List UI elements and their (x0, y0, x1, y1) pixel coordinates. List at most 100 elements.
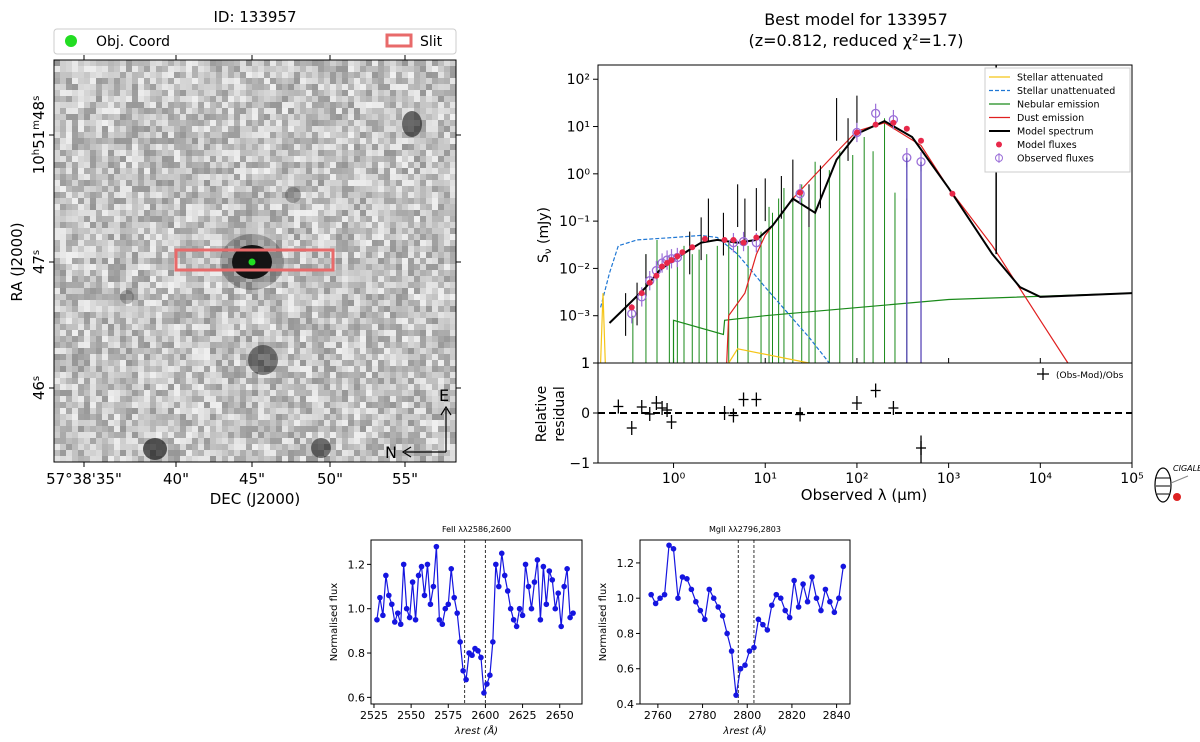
sky-pixel (186, 264, 192, 270)
sky-pixel (156, 276, 162, 282)
sky-pixel (216, 438, 222, 444)
sky-pixel (180, 72, 186, 78)
sky-pixel (420, 324, 426, 330)
sky-pixel (342, 222, 348, 228)
sky-pixel (222, 204, 228, 210)
sky-pixel (198, 258, 204, 264)
sky-pixel (246, 414, 252, 420)
sky-pixel (432, 282, 438, 288)
sky-pixel (426, 282, 432, 288)
tick-superscript: m (31, 120, 42, 130)
sky-pixel (102, 204, 108, 210)
sky-pixel (336, 330, 342, 336)
sky-pixel (216, 204, 222, 210)
sky-pixel (162, 66, 168, 72)
sky-pixel (168, 438, 174, 444)
sky-pixel (120, 294, 126, 300)
sky-pixel (360, 108, 366, 114)
sky-pixel (168, 390, 174, 396)
sky-pixel (396, 150, 402, 156)
sky-pixel (432, 390, 438, 396)
sky-pixel (102, 396, 108, 402)
sky-pixel (144, 324, 150, 330)
sky-pixel (432, 144, 438, 150)
sky-pixel (444, 258, 450, 264)
sky-pixel (228, 270, 234, 276)
sky-pixel (162, 174, 168, 180)
sky-pixel (54, 264, 60, 270)
sky-pixel (294, 228, 300, 234)
sky-pixel (276, 144, 282, 150)
sky-pixel (276, 222, 282, 228)
sky-pixel (186, 438, 192, 444)
sky-pixel (294, 162, 300, 168)
sky-pixel (342, 432, 348, 438)
sky-pixel (312, 60, 318, 66)
sky-pixel (294, 168, 300, 174)
sky-pixel (108, 168, 114, 174)
sky-pixel (336, 384, 342, 390)
sky-pixel (396, 402, 402, 408)
sky-pixel (234, 408, 240, 414)
sky-pixel (366, 300, 372, 306)
sky-pixel (90, 72, 96, 78)
sky-pixel (72, 366, 78, 372)
sky-pixel (420, 252, 426, 258)
sky-pixel (276, 204, 282, 210)
sky-pixel (246, 198, 252, 204)
sky-pixel (210, 360, 216, 366)
sky-pixel (186, 450, 192, 456)
sky-pixel (174, 348, 180, 354)
sky-pixel (204, 228, 210, 234)
sky-pixel (264, 180, 270, 186)
sky-pixel (402, 84, 408, 90)
sky-pixel (318, 294, 324, 300)
sky-pixel (408, 306, 414, 312)
spectrum-point (818, 607, 824, 614)
sky-pixel (432, 438, 438, 444)
sky-pixel (300, 126, 306, 132)
sky-pixel (198, 444, 204, 450)
sky-pixel (324, 456, 330, 462)
sky-pixel (450, 264, 456, 270)
sky-pixel (270, 228, 276, 234)
sky-pixel (114, 318, 120, 324)
sky-pixel (216, 264, 222, 270)
sky-pixel (300, 180, 306, 186)
sky-pixel (450, 234, 456, 240)
sky-pixel (120, 150, 126, 156)
sky-pixel (96, 156, 102, 162)
sky-pixel (420, 84, 426, 90)
sky-pixel (432, 102, 438, 108)
image-y-tick-label: 10h51m48s (30, 96, 48, 175)
sky-pixel (282, 216, 288, 222)
sky-pixel (276, 270, 282, 276)
sky-pixel (240, 204, 246, 210)
sky-pixel (372, 378, 378, 384)
sky-pixel (354, 426, 360, 432)
sky-pixel (318, 306, 324, 312)
sky-pixel (372, 60, 378, 66)
sky-pixel (444, 366, 450, 372)
sky-pixel (96, 432, 102, 438)
sky-pixel (294, 312, 300, 318)
tick-superscript: h (31, 149, 42, 155)
sky-pixel (72, 240, 78, 246)
sky-pixel (90, 348, 96, 354)
sky-pixel (450, 132, 456, 138)
sky-pixel (354, 456, 360, 462)
sky-pixel (372, 336, 378, 342)
sky-pixel (138, 390, 144, 396)
sky-pixel (306, 372, 312, 378)
sky-pixel (78, 354, 84, 360)
sky-pixel (138, 132, 144, 138)
sky-pixel (96, 414, 102, 420)
sky-pixel (246, 396, 252, 402)
sky-pixel (156, 378, 162, 384)
sky-pixel (300, 192, 306, 198)
sky-pixel (306, 306, 312, 312)
sky-pixel (354, 432, 360, 438)
sky-pixel (324, 402, 330, 408)
sky-pixel (318, 360, 324, 366)
sky-pixel (90, 234, 96, 240)
